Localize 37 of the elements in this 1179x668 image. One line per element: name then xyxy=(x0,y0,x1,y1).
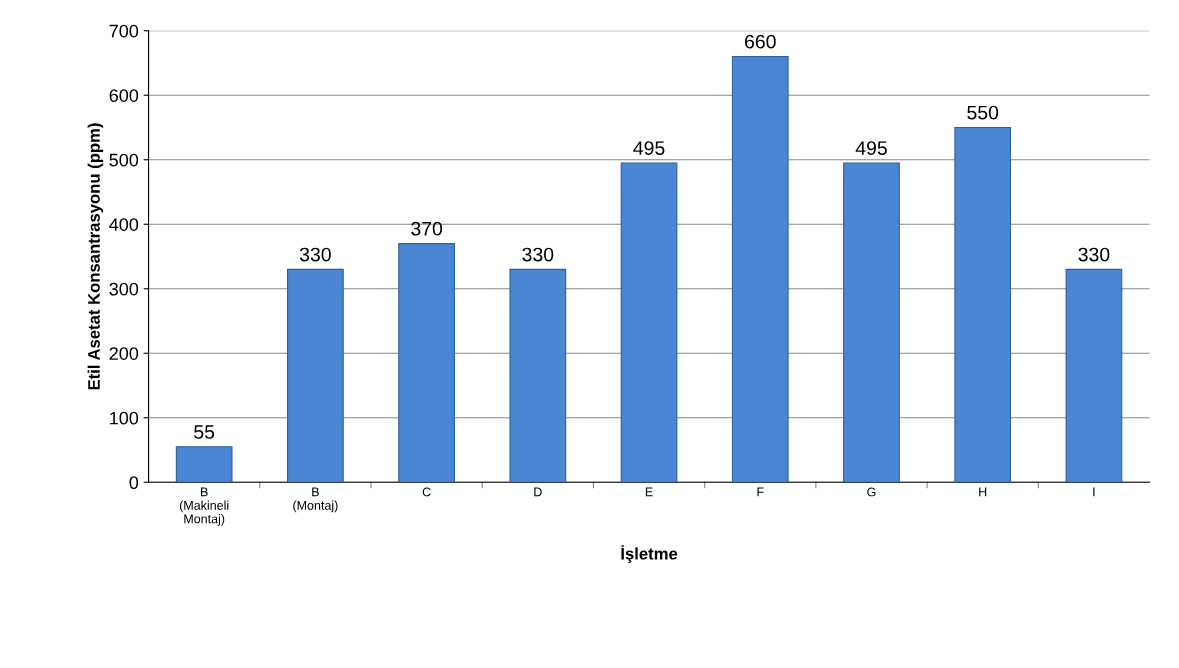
x-tick-label: D xyxy=(534,487,542,497)
y-tick-label: 100 xyxy=(110,411,139,425)
data-label: 330 xyxy=(522,247,554,262)
y-tick-label: 0 xyxy=(129,476,139,490)
y-tick-label: 300 xyxy=(109,282,139,296)
x-tick-label: G xyxy=(867,487,876,497)
bar xyxy=(954,126,1012,483)
x-tick-label: E xyxy=(645,487,653,497)
bar xyxy=(287,268,344,483)
bar xyxy=(843,162,900,483)
data-label: 55 xyxy=(194,425,215,439)
bar xyxy=(175,446,233,483)
y-tick-label: 600 xyxy=(109,89,139,102)
data-label: 660 xyxy=(745,34,776,49)
bar xyxy=(1065,268,1123,483)
bar xyxy=(398,243,455,483)
y-tick-label: 400 xyxy=(109,218,139,231)
bar xyxy=(620,162,678,483)
x-tick-label: C xyxy=(422,487,431,497)
x-tick-label: B (Makineli Montaj) xyxy=(179,487,229,526)
data-label: 370 xyxy=(411,221,443,236)
data-label: 330 xyxy=(299,247,331,262)
data-label: 495 xyxy=(855,141,887,155)
y-axis-title: Etil Asetat Konsantrasyonu (ppm) xyxy=(87,123,104,390)
data-label: 550 xyxy=(967,105,999,120)
x-tick-label: H xyxy=(979,487,987,497)
y-tick-label: 200 xyxy=(109,347,139,360)
y-tick-label: 500 xyxy=(109,153,139,167)
x-axis-title: İşletme xyxy=(621,545,678,563)
x-tick-label: F xyxy=(757,487,764,497)
data-label: 330 xyxy=(1078,247,1110,262)
x-tick-label: I xyxy=(1093,487,1095,497)
bar xyxy=(509,268,567,483)
x-tick-label: B (Montaj) xyxy=(293,487,338,513)
data-label: 495 xyxy=(633,141,665,155)
y-tick-label: 700 xyxy=(109,24,139,38)
bar xyxy=(731,55,789,483)
